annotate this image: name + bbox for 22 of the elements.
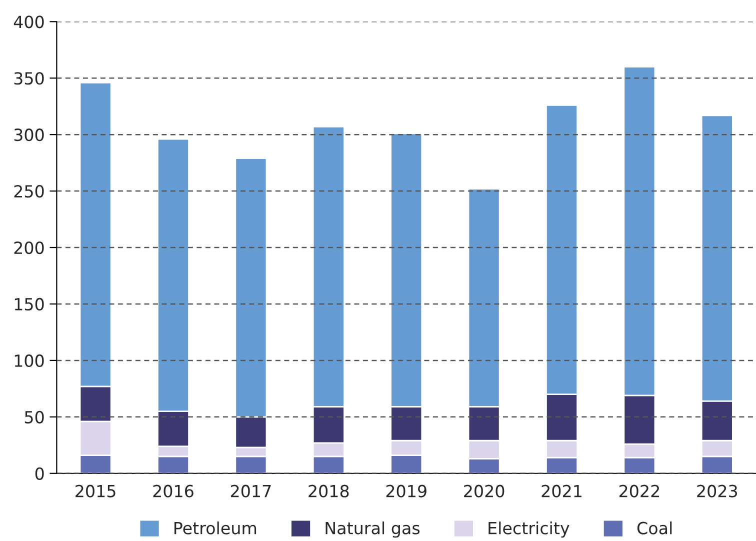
legend-label: Electricity [488,522,570,538]
x-tick-label: 2015 [76,484,116,498]
x-tick-label: 2021 [542,484,582,498]
x-tick-label: 2023 [697,484,738,498]
x-tick-label: 2022 [619,484,659,498]
legend-label: Natural gas [326,522,420,538]
y-tick-label: 250 [14,185,44,198]
y-tick-label: 150 [14,298,44,311]
x-tick-label: 2019 [386,484,426,498]
y-tick-label: 50 [24,410,44,424]
y-tick-label: 350 [14,72,44,85]
x-tick-label: 2017 [230,484,271,498]
y-tick-label: 200 [14,241,44,254]
y-tick-label: 400 [14,16,44,28]
y-tick-label: 300 [14,128,44,142]
x-tick-label: 2020 [464,484,504,498]
x-tick-label: 2018 [308,484,349,498]
legend-label: Petroleum [174,522,256,534]
legend-label: Coal [637,522,672,534]
x-tick-label: 2016 [153,484,194,498]
y-tick-label: 100 [14,354,44,368]
y-tick-label: 0 [35,467,44,480]
